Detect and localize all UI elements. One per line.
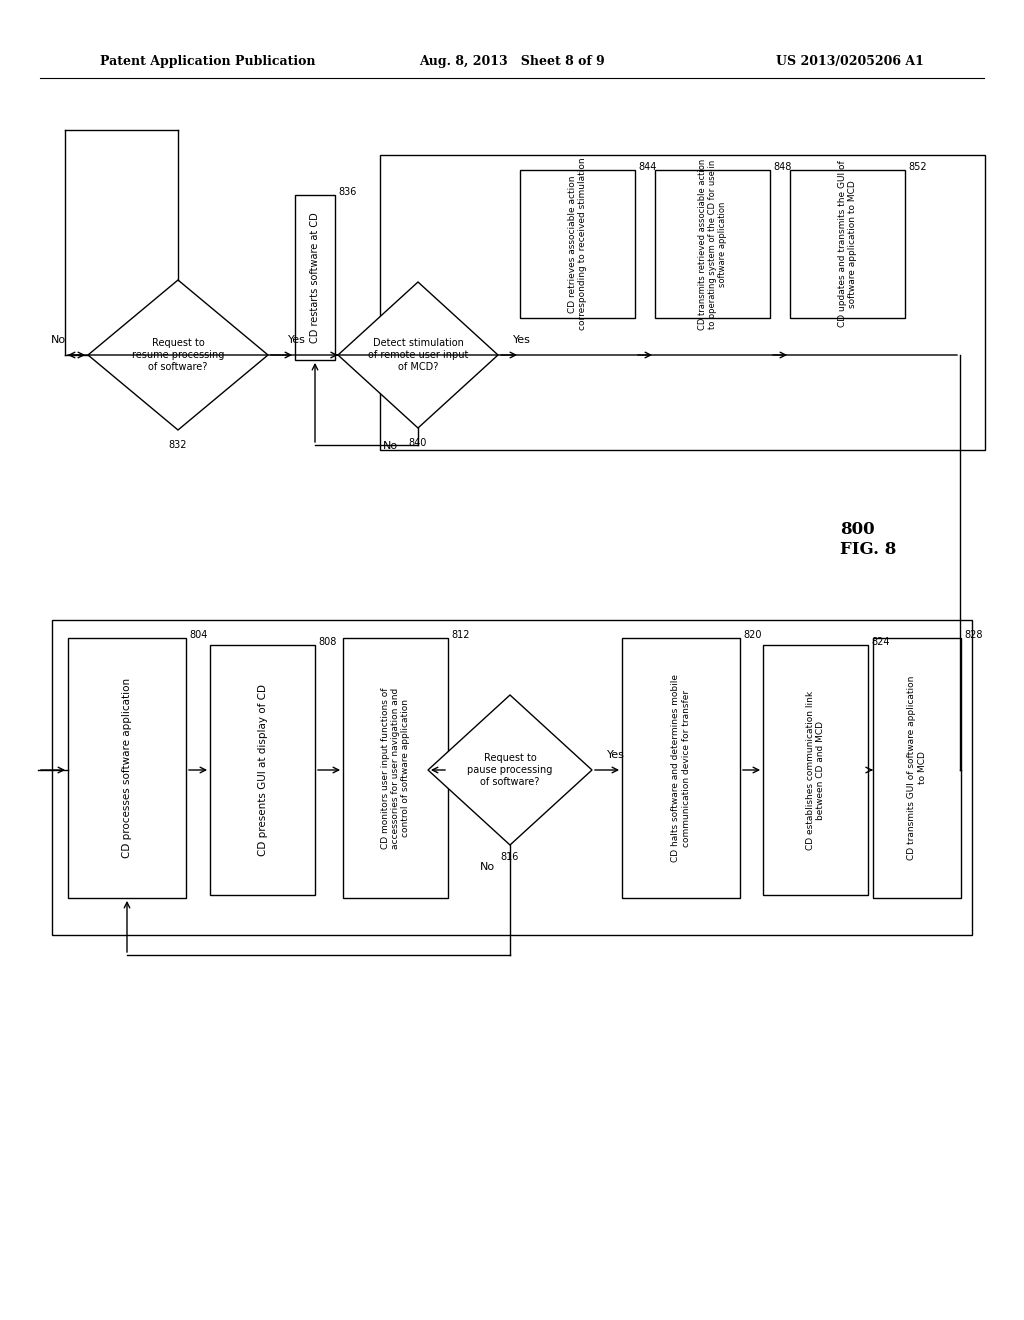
Text: CD halts software and determines mobile
communication device for transfer: CD halts software and determines mobile … [672,675,691,862]
Bar [655,170,770,318]
Bar [763,645,868,895]
Text: Aug. 8, 2013   Sheet 8 of 9: Aug. 8, 2013 Sheet 8 of 9 [419,55,605,69]
Text: Yes: Yes [513,335,530,345]
Text: CD restarts software at CD: CD restarts software at CD [310,213,319,343]
Polygon shape [88,280,268,430]
Text: Yes: Yes [288,335,306,345]
Text: 836: 836 [338,187,356,197]
Text: 820: 820 [743,630,762,640]
Text: CD establishes communication link
between CD and MCD: CD establishes communication link betwee… [806,690,825,850]
Text: 832: 832 [169,440,187,450]
Text: Detect stimulation
of remote user input
of MCD?: Detect stimulation of remote user input … [368,338,468,372]
Bar [295,195,335,360]
Text: CD transmits GUI of software application
to MCD: CD transmits GUI of software application… [907,676,927,861]
Text: US 2013/0205206 A1: US 2013/0205206 A1 [776,55,924,69]
Text: 840: 840 [409,438,427,447]
Polygon shape [428,696,592,845]
Text: 816: 816 [501,851,519,862]
Text: FIG. 8: FIG. 8 [840,541,896,558]
Bar [622,638,740,898]
Bar [520,170,635,318]
Text: CD retrieves associable action
corresponding to received stimulation: CD retrieves associable action correspon… [567,157,587,330]
Bar [380,154,985,450]
Text: 824: 824 [871,638,890,647]
Text: CD monitors user input functions of
accessories for user navigation and
control : CD monitors user input functions of acce… [381,688,411,849]
Text: 800: 800 [840,521,874,539]
Text: CD updates and transmits the GUI of
software application to MCD: CD updates and transmits the GUI of soft… [838,161,857,327]
Text: 808: 808 [318,638,336,647]
Bar [68,638,186,898]
Text: No: No [50,335,66,345]
Text: CD presents GUI at display of CD: CD presents GUI at display of CD [257,684,267,855]
Text: 852: 852 [908,162,927,172]
Bar [343,638,449,898]
Text: 828: 828 [964,630,982,640]
Bar [210,645,315,895]
Text: 812: 812 [451,630,469,640]
Text: Request to
resume processing
of software?: Request to resume processing of software… [132,338,224,372]
Bar [873,638,961,898]
Bar [790,170,905,318]
Text: No: No [480,862,495,873]
Text: 804: 804 [189,630,208,640]
Polygon shape [338,282,498,428]
Text: 848: 848 [773,162,792,172]
Text: CD transmits retrieved associable action
to operating system of the CD for use i: CD transmits retrieved associable action… [697,158,727,330]
Text: No: No [383,441,398,451]
Text: Yes: Yes [607,750,625,760]
Text: 844: 844 [638,162,656,172]
Bar [52,620,972,935]
Text: Request to
pause processing
of software?: Request to pause processing of software? [467,754,553,787]
Text: Patent Application Publication: Patent Application Publication [100,55,315,69]
Text: CD processes software application: CD processes software application [122,678,132,858]
